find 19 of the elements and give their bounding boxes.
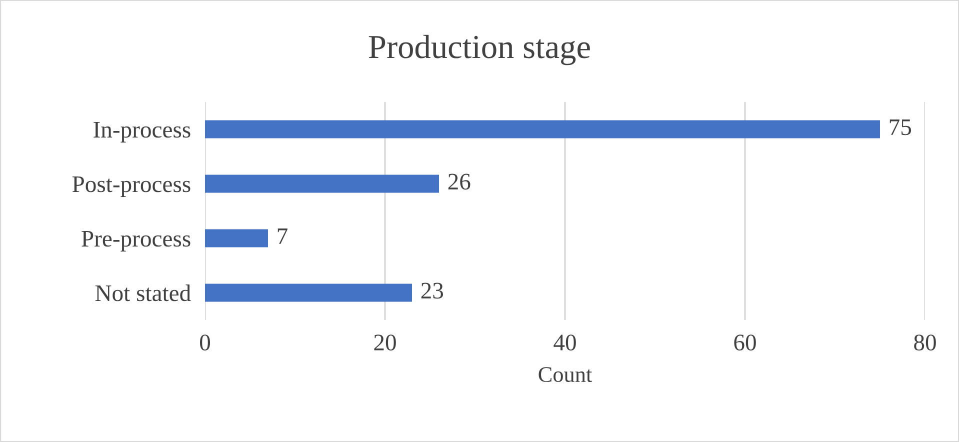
y-tick-label: Pre-process <box>82 230 190 252</box>
bar <box>205 229 268 248</box>
x-tick-label: 0 <box>200 334 210 351</box>
data-label: 7 <box>278 228 288 244</box>
y-tick-label: Not stated <box>95 284 191 302</box>
y-tick-label: Post-process <box>72 176 190 197</box>
bar <box>205 284 412 302</box>
bar <box>205 120 880 138</box>
x-tick-label: 80 <box>914 334 936 351</box>
chart-title: Production stage <box>368 34 590 66</box>
x-axis-title: Count <box>538 367 592 382</box>
x-tick-label: 20 <box>374 334 396 351</box>
bar <box>205 174 439 193</box>
y-tick-label: In-process <box>94 122 190 142</box>
data-label: 26 <box>448 174 470 190</box>
data-label: 75 <box>890 119 912 136</box>
x-tick-label: 40 <box>554 334 576 351</box>
data-label: 23 <box>421 282 444 299</box>
x-tick-label: 60 <box>734 334 756 351</box>
